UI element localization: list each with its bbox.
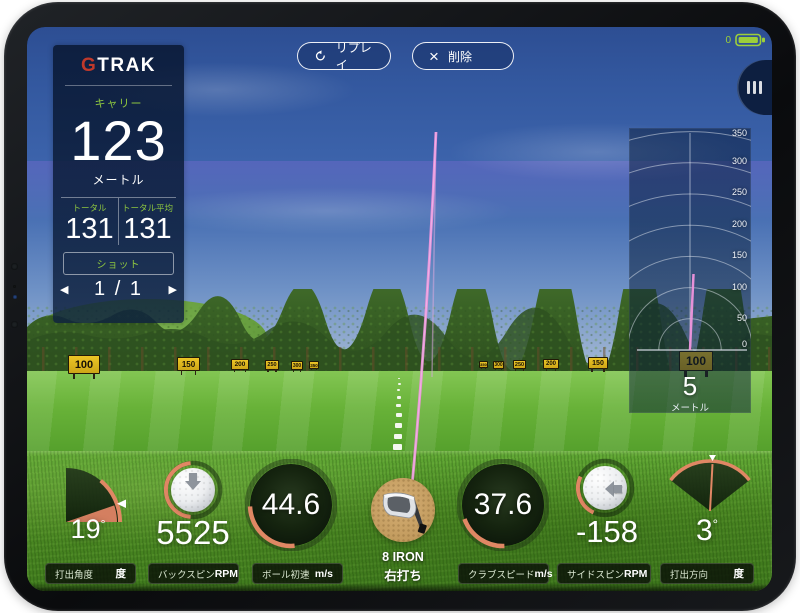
total-average-value: 131 bbox=[123, 213, 172, 246]
delete-label: 削除 bbox=[447, 49, 472, 64]
close-icon: × bbox=[429, 46, 439, 66]
launch-direction-value: 3° bbox=[695, 514, 719, 547]
replay-button[interactable]: リプレイ bbox=[297, 41, 391, 72]
total-label: トータル bbox=[72, 203, 107, 214]
target-line-dash bbox=[394, 434, 402, 439]
ball-speed-pill: ボール初速 m/s bbox=[252, 563, 343, 584]
map-tick: 250 bbox=[731, 187, 747, 197]
target-line-dash bbox=[393, 444, 402, 450]
shot-label: ショット bbox=[96, 259, 141, 271]
next-shot-button[interactable]: ▶ bbox=[168, 283, 177, 296]
club-speed-value: 37.6 bbox=[473, 488, 533, 521]
shot-index: 1 / 1 bbox=[94, 277, 143, 300]
degree-symbol: ° bbox=[100, 517, 106, 531]
ball-speed-value: 44.6 bbox=[261, 488, 321, 521]
target-line-dash bbox=[397, 396, 401, 399]
map-tick: 0 bbox=[741, 339, 747, 349]
total-average-label: トータル平均 bbox=[121, 203, 173, 214]
prev-shot-button[interactable]: ◀ bbox=[60, 283, 69, 296]
sidespin-value: -158 bbox=[575, 514, 639, 549]
shot-box: ショット bbox=[63, 251, 174, 275]
logo-trak: TRAK bbox=[97, 55, 157, 76]
distance-marker: 300 bbox=[493, 361, 504, 371]
carry-value: 123 bbox=[70, 109, 167, 172]
club-speed-gauge: 37.6 bbox=[456, 458, 550, 552]
indicator-led-icon bbox=[13, 295, 17, 299]
distance-marker: 300 bbox=[291, 361, 303, 372]
cloud bbox=[137, 187, 517, 235]
minimap-arcs bbox=[629, 131, 751, 351]
map-tick: 200 bbox=[731, 219, 747, 229]
backspin-gauge bbox=[163, 460, 223, 520]
total-value: 131 bbox=[65, 213, 114, 246]
target-line-dash bbox=[396, 413, 402, 417]
menu-bars-icon bbox=[747, 81, 750, 94]
club-badge bbox=[371, 478, 435, 542]
stats-panel: GTRAK キャリー 123 メートル トータル 131 トータル平均 131 … bbox=[53, 45, 184, 323]
map-tick: 150 bbox=[731, 250, 747, 260]
ball-trajectory bbox=[409, 131, 438, 498]
target-line-dash bbox=[398, 383, 401, 385]
ball-speed-disc bbox=[244, 458, 338, 552]
distance-marker: 250 bbox=[513, 360, 526, 371]
target-line-dash bbox=[395, 423, 402, 428]
target-line-dash bbox=[398, 378, 400, 379]
carry-unit: メートル bbox=[92, 173, 145, 188]
sidespin-arc bbox=[575, 458, 635, 518]
total-cell: トータル 131 bbox=[61, 198, 118, 244]
shot-pager: ◀ 1 / 1 ▶ bbox=[53, 275, 184, 301]
ball-speed-gauge: 44.6 bbox=[244, 458, 338, 552]
distance-marker: 150 bbox=[588, 357, 608, 372]
club-speed-disc bbox=[456, 458, 550, 552]
club-hand: 右打ち bbox=[384, 569, 422, 583]
logo-letter-g: G bbox=[80, 55, 98, 76]
deviation-unit: メートル bbox=[670, 403, 709, 414]
distance-marker: 350 bbox=[479, 361, 488, 369]
club-name: 8 IRON bbox=[382, 550, 424, 564]
top-view-minimap: 350 300 250 200 150 100 50 0 5 メートル bbox=[629, 128, 751, 414]
gtrak-logo: GTRAK bbox=[53, 45, 184, 77]
degree-symbol: ° bbox=[712, 517, 719, 532]
target-line-dash bbox=[397, 389, 400, 391]
map-tick: 350 bbox=[731, 128, 747, 138]
map-tick: 300 bbox=[731, 156, 747, 166]
total-average-cell: トータル平均 131 bbox=[118, 198, 176, 246]
iron-club-icon bbox=[382, 492, 427, 534]
replay-label: リプレイ bbox=[335, 41, 372, 72]
distance-marker: 250 bbox=[265, 360, 279, 373]
backspin-value: 5525 bbox=[156, 514, 230, 551]
launch-direction-gauge bbox=[669, 455, 751, 512]
map-tick: 100 bbox=[731, 282, 747, 292]
sensor-dot-icon bbox=[13, 285, 16, 288]
map-tick: 50 bbox=[736, 313, 747, 323]
camera-dot-icon bbox=[11, 321, 18, 328]
club-speed-pill: クラブスピード m/s bbox=[458, 563, 553, 584]
distance-marker: 150 bbox=[177, 357, 200, 375]
backspin-pill: バックスピン RPM bbox=[148, 563, 239, 584]
distance-marker: 350 bbox=[309, 361, 319, 371]
launch-angle-gauge bbox=[66, 468, 126, 523]
battery-value: 0 bbox=[725, 34, 731, 46]
distance-marker: 200 bbox=[543, 359, 559, 372]
distance-marker: 200 bbox=[231, 359, 249, 373]
sidespin-pill: サイドスピン RPM bbox=[557, 563, 651, 584]
replay-icon bbox=[315, 50, 325, 61]
distance-marker: 100 bbox=[68, 355, 100, 380]
deviation-value: 5 bbox=[682, 371, 698, 401]
totals-row: トータル 131 トータル平均 131 bbox=[61, 197, 176, 246]
sidespin-gauge bbox=[575, 458, 635, 518]
battery-indicator: 0 bbox=[725, 33, 766, 47]
target-line-dash bbox=[396, 404, 401, 407]
divider bbox=[65, 85, 172, 86]
backspin-arc bbox=[163, 460, 223, 520]
app-screen: 100 150 200 250 300 350 150 200 250 300 … bbox=[27, 27, 772, 591]
launch-angle-pill: 打出角度 度 bbox=[45, 563, 136, 584]
launch-angle-value: 19° bbox=[70, 514, 106, 544]
battery-icon bbox=[735, 33, 765, 47]
delete-button[interactable]: × 削除 bbox=[412, 42, 514, 70]
carry-label: キャリー bbox=[94, 98, 143, 110]
front-camera-icon bbox=[11, 263, 18, 270]
launch-direction-pill: 打出方向 度 bbox=[660, 563, 754, 584]
